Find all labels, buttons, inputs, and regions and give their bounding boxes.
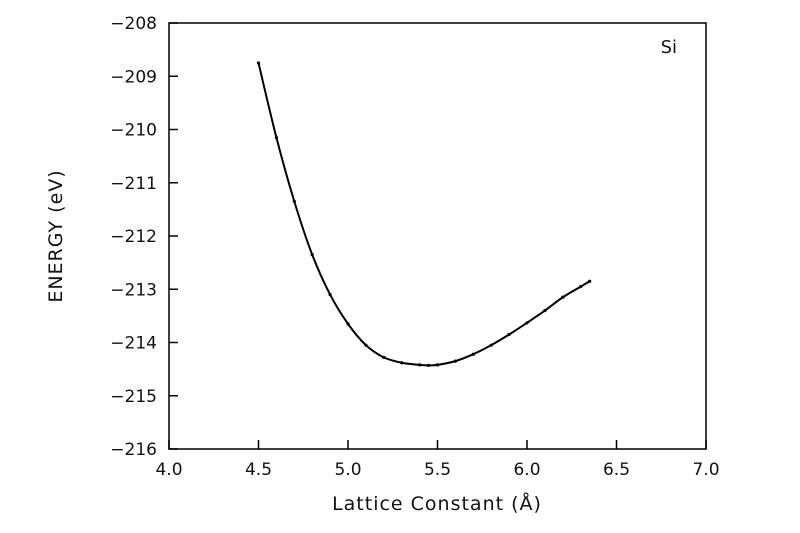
data-point: [435, 363, 440, 367]
x-tick-label: 5.5: [424, 460, 451, 480]
x-axis-title: Lattice Constant (Å): [332, 492, 542, 515]
data-point: [310, 253, 314, 257]
y-axis-title: ENERGY (eV): [45, 169, 67, 302]
data-point: [400, 361, 404, 365]
data-point: [507, 332, 511, 337]
x-tick-label: 5.0: [334, 460, 361, 480]
data-point: [525, 321, 529, 325]
y-tick-label: −211: [110, 174, 157, 194]
x-axis-ticks: 4.0 4.5 5.0 5.5 6.0 6.5 7.0: [155, 440, 720, 480]
x-tick-label: 6.5: [603, 460, 630, 480]
y-tick-label: −213: [110, 280, 157, 300]
series-annotation: Si: [661, 37, 677, 58]
plot-frame: [168, 22, 707, 450]
y-tick-label: −216: [110, 440, 157, 460]
y-tick-label: −212: [110, 227, 157, 247]
data-point: [346, 322, 350, 326]
data-point: [453, 359, 457, 363]
y-tick-label: −209: [110, 67, 157, 87]
x-tick-label: 7.0: [692, 460, 719, 480]
data-point: [471, 352, 475, 356]
data-point: [426, 363, 431, 367]
x-tick-label: 4.5: [245, 460, 272, 480]
data-point: [328, 292, 332, 297]
y-tick-label: −208: [110, 14, 157, 34]
data-point: [292, 199, 296, 203]
data-point: [543, 308, 547, 313]
y-tick-label: −215: [110, 387, 157, 407]
x-tick-label: 4.0: [155, 460, 182, 480]
x-tick-label: 6.0: [513, 460, 540, 480]
y-axis-ticks: −216 −215 −214 −213 −212 −211 −210 −209 −208: [110, 14, 178, 460]
data-point: [489, 343, 493, 347]
series-layer: [256, 61, 592, 367]
data-point: [274, 135, 278, 140]
data-point: [579, 284, 583, 289]
y-tick-label: −210: [110, 121, 157, 141]
y-tick-label: −214: [110, 334, 157, 354]
data-point: [418, 363, 422, 367]
data-point: [382, 355, 386, 360]
energy-curve-line: [257, 62, 591, 367]
data-point: [256, 61, 261, 65]
data-point: [561, 295, 565, 299]
data-point: [364, 343, 368, 347]
data-point: [588, 279, 592, 283]
